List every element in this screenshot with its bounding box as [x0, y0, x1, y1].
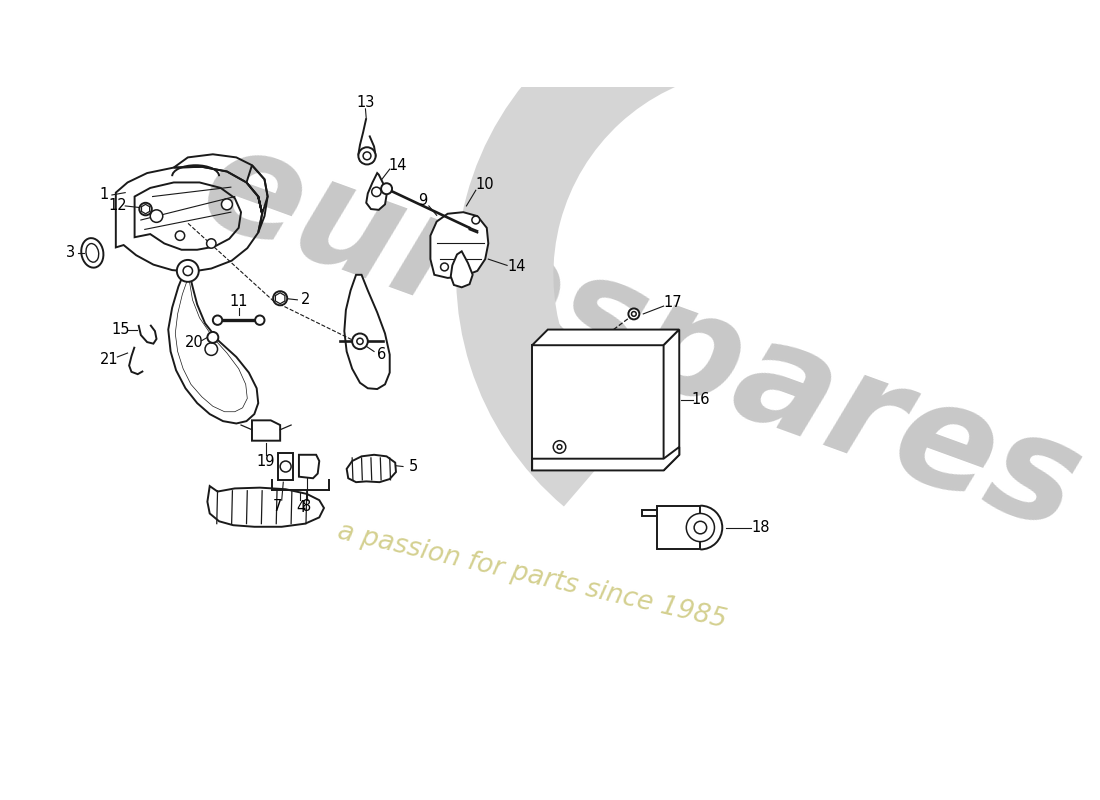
Text: 15: 15 — [111, 322, 130, 337]
Text: eurospares: eurospares — [184, 114, 1099, 562]
Polygon shape — [532, 447, 680, 470]
Circle shape — [372, 187, 381, 197]
Circle shape — [472, 216, 480, 224]
Circle shape — [359, 147, 375, 165]
Polygon shape — [346, 454, 396, 482]
Text: 10: 10 — [476, 178, 495, 192]
Text: 11: 11 — [230, 294, 248, 309]
Text: 20: 20 — [185, 335, 204, 350]
Circle shape — [273, 291, 287, 306]
Polygon shape — [252, 420, 280, 441]
Text: 12: 12 — [108, 198, 126, 214]
Text: 14: 14 — [507, 259, 526, 274]
Circle shape — [363, 152, 371, 160]
Ellipse shape — [81, 238, 103, 268]
Circle shape — [151, 210, 163, 222]
Text: 19: 19 — [256, 454, 275, 469]
Polygon shape — [168, 274, 258, 423]
Polygon shape — [430, 212, 488, 278]
Polygon shape — [532, 330, 680, 346]
Text: 21: 21 — [100, 352, 119, 367]
Text: 7: 7 — [273, 499, 283, 514]
Polygon shape — [278, 454, 294, 480]
Circle shape — [381, 183, 392, 194]
Polygon shape — [641, 510, 658, 516]
Polygon shape — [451, 251, 473, 287]
Text: 2: 2 — [300, 292, 310, 307]
Text: 14: 14 — [388, 158, 407, 173]
Circle shape — [628, 309, 639, 319]
Circle shape — [352, 334, 367, 349]
Polygon shape — [532, 346, 663, 470]
Polygon shape — [663, 330, 680, 470]
Circle shape — [553, 441, 565, 454]
Text: 16: 16 — [692, 393, 711, 407]
Text: 1: 1 — [99, 187, 109, 202]
Circle shape — [631, 311, 636, 316]
Polygon shape — [344, 274, 389, 389]
Text: 13: 13 — [356, 95, 375, 110]
Circle shape — [213, 315, 222, 325]
Circle shape — [356, 338, 363, 345]
Text: 17: 17 — [663, 295, 682, 310]
Circle shape — [694, 522, 706, 534]
Text: 9: 9 — [418, 193, 427, 208]
Circle shape — [175, 231, 185, 240]
Circle shape — [221, 199, 232, 210]
Circle shape — [177, 260, 199, 282]
Text: 4: 4 — [296, 501, 305, 515]
Circle shape — [280, 461, 292, 472]
Ellipse shape — [86, 243, 99, 262]
Polygon shape — [208, 486, 324, 526]
Polygon shape — [175, 278, 248, 412]
Polygon shape — [658, 506, 701, 549]
Text: 8: 8 — [302, 499, 311, 514]
Text: a passion for parts since 1985: a passion for parts since 1985 — [336, 518, 729, 634]
Circle shape — [205, 343, 218, 355]
Polygon shape — [299, 454, 319, 478]
Circle shape — [140, 202, 152, 215]
Circle shape — [558, 445, 562, 450]
Text: 18: 18 — [751, 520, 770, 535]
Circle shape — [183, 266, 192, 275]
Circle shape — [441, 263, 449, 271]
Polygon shape — [366, 173, 386, 210]
Circle shape — [208, 332, 218, 343]
Circle shape — [255, 315, 264, 325]
Circle shape — [686, 514, 715, 542]
Text: 6: 6 — [377, 347, 386, 362]
Text: 3: 3 — [66, 246, 75, 260]
Circle shape — [207, 238, 216, 248]
Text: 5: 5 — [408, 459, 418, 474]
